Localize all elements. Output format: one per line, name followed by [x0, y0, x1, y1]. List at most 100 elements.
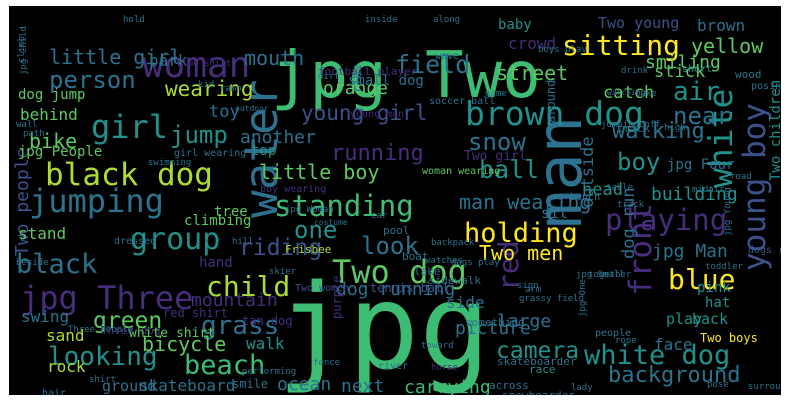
cloud-word: Two children — [768, 79, 781, 181]
cloud-word: rock — [47, 357, 86, 376]
cloud-word: Two men — [479, 241, 564, 265]
cloud-word: face — [654, 335, 693, 354]
cloud-word: behind — [20, 105, 78, 124]
cloud-word: Three people — [68, 325, 134, 335]
cloud-word: sign — [517, 281, 539, 291]
cloud-word: walk — [246, 334, 285, 353]
cloud-word: play — [666, 310, 703, 328]
cloud-word: top — [251, 143, 277, 159]
cloud-word: stick — [654, 62, 706, 82]
cloud-word: grassy field — [519, 294, 585, 304]
cloud-word: race — [529, 363, 556, 376]
cloud-word: boy — [617, 148, 661, 176]
cloud-word: lady — [571, 383, 593, 393]
cloud-word: pose — [707, 380, 729, 390]
cloud-word: inside — [365, 15, 398, 25]
cloud-word: stand — [18, 224, 67, 243]
cloud-word: wearing — [165, 77, 254, 101]
cloud-word: one — [294, 216, 338, 244]
cloud-word: bike — [29, 129, 78, 153]
cloud-word: skateboarder — [497, 355, 577, 368]
cloud-word: dressed — [114, 236, 157, 247]
cloud-word: young man — [350, 109, 405, 120]
cloud-word: black — [16, 249, 98, 280]
cloud-word: man wearing — [459, 190, 592, 214]
cloud-word: ground — [102, 377, 157, 395]
cloud-word: baby — [498, 17, 532, 33]
cloud-word: little boy — [259, 160, 380, 184]
cloud-word: people — [595, 328, 632, 339]
cloud-word: car — [371, 211, 388, 221]
cloud-word: surrounded — [748, 382, 781, 392]
cloud-word: another — [240, 127, 316, 148]
cloud-word: back — [692, 310, 729, 328]
cloud-word: ocean — [277, 374, 332, 395]
cloud-word: jpg Three — [20, 279, 194, 317]
cloud-word: Two women — [295, 283, 350, 294]
cloud-word: sand — [46, 326, 85, 345]
cloud-word: climbing — [184, 213, 252, 229]
cloud-word: walking — [612, 119, 705, 144]
cloud-word: horse — [431, 363, 459, 373]
cloud-word: Two young — [598, 14, 680, 32]
cloud-word: fence — [313, 358, 341, 368]
cloud-word: around — [544, 79, 558, 123]
cloud-word: catch — [603, 83, 655, 103]
cloud-word: trick — [617, 122, 651, 135]
cloud-word: wave — [435, 51, 460, 62]
cloud-word: young girl — [301, 101, 428, 125]
cloud-word: bicycle — [142, 332, 227, 356]
cloud-word: jump — [170, 121, 228, 149]
cloud-word: boy wearing — [260, 184, 327, 195]
cloud-word: hand — [199, 255, 233, 271]
cloud-word: arm — [525, 285, 542, 295]
cloud-word: holding — [464, 218, 578, 249]
cloud-word: pool — [383, 224, 410, 237]
cloud-word: outdoor — [235, 104, 269, 113]
cloud-word: Two girl — [464, 149, 527, 164]
cloud-word: standing — [274, 189, 414, 223]
cloud-word: large — [497, 311, 552, 332]
cloud-word: wall — [16, 120, 38, 130]
cloud-word: beach — [184, 350, 266, 381]
cloud-word: toward — [421, 341, 454, 351]
cloud-word: take — [635, 89, 657, 99]
cloud-word: jpg Woman — [285, 205, 334, 215]
cloud-word: smiling — [645, 52, 721, 73]
cloud-word: swing — [21, 307, 70, 326]
cloud-word: bench — [570, 192, 601, 203]
cloud-word: snowboarder — [502, 390, 575, 395]
cloud-word: playing — [605, 203, 728, 237]
cloud-word: woman — [142, 45, 251, 86]
cloud-word: lake — [414, 265, 441, 278]
cloud-word: next — [341, 376, 385, 396]
cloud-word: dog jump — [18, 87, 86, 103]
cloud-word: wood — [735, 68, 762, 81]
cloud-word: black dog — [45, 157, 213, 193]
cloud-word: Three dog — [101, 324, 161, 337]
cloud-word: building — [651, 184, 738, 205]
cloud-word: red shirt — [163, 306, 229, 320]
cloud-word: hill — [232, 237, 254, 247]
cloud-word: path — [23, 129, 45, 139]
cloud-word: look — [361, 232, 419, 260]
cloud-word: pink — [697, 280, 731, 296]
cloud-word: tennis ball — [370, 281, 450, 295]
cloud-word: mouth — [244, 46, 305, 70]
cloud-word: jpg Child — [19, 26, 29, 75]
cloud-word: tan dog — [242, 314, 293, 328]
cloud-word: watching — [607, 88, 646, 97]
cloud-word: looking — [48, 342, 158, 372]
cloud-word: girl wearing — [174, 148, 247, 159]
cloud-word: watches — [425, 256, 463, 266]
cloud-word: riding — [239, 235, 323, 261]
cloud-word: drink — [621, 66, 649, 76]
cloud-word: jpg Young — [723, 187, 733, 236]
cloud-word: grass — [201, 311, 280, 341]
cloud-word: brown dog — [465, 94, 644, 133]
cloud-word: high — [664, 123, 686, 133]
cloud-word: woman wearing — [422, 166, 501, 177]
cloud-word: skier — [269, 267, 297, 277]
cloud-word: air — [673, 77, 720, 107]
cloud-word: dogs run — [748, 245, 781, 256]
